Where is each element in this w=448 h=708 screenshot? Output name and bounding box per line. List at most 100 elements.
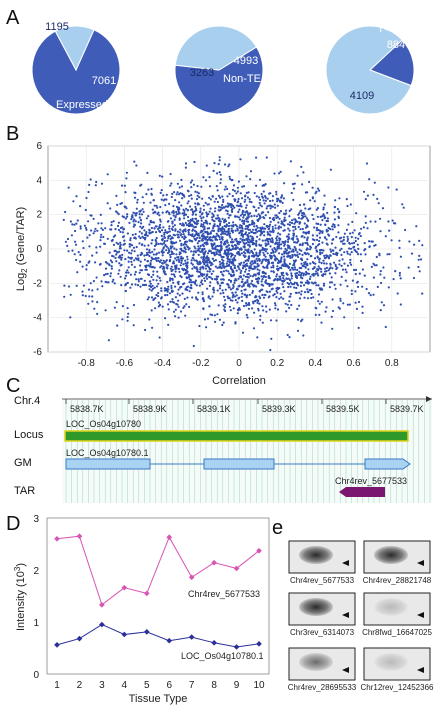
scatter-point [182,268,185,272]
scatter-point [274,248,277,251]
scatter-point [228,249,231,252]
scatter-point [141,283,145,287]
scatter-point [87,302,90,305]
scatter-point [198,284,201,287]
scatter-point [104,273,107,276]
scatter-point [324,236,327,239]
scatter-point [73,223,76,226]
scatter-point [237,204,240,208]
gel-arrow-icon [417,612,424,618]
scatter-point [166,251,170,255]
scatter-point [212,215,215,218]
scatter-point [249,212,252,215]
scatter-point [316,234,319,237]
scatter-point [283,279,286,282]
scatter-point [194,205,197,209]
scatter-point [318,232,321,235]
scatter-point [265,156,268,159]
scatter-point [289,247,292,250]
scatter-point [262,251,265,254]
scatter-point [293,253,296,256]
scatter-point [289,285,292,288]
scatter-point [175,248,178,251]
tar-arrow [339,487,385,497]
scatter-point [160,289,163,292]
scatter-point [67,250,70,253]
scatter-point [224,205,227,208]
scatter-point [82,246,85,250]
pie-1-slice-1 [31,29,121,115]
scatter-point [169,245,172,248]
scatter-point [128,251,131,254]
scatter-point [328,286,331,289]
scatter-point [190,287,193,290]
scatter-point [190,259,193,262]
scatter-point [155,293,158,297]
scatter-point [119,264,122,267]
scatter-point [178,253,181,256]
scatter-point [263,227,266,230]
scatter-point [146,171,149,174]
scatter-point [284,247,287,250]
scatter-point [346,264,349,267]
scatter-point [69,220,72,223]
scatter-point [292,264,295,267]
scatter-point [219,227,222,230]
scatter-point [223,242,226,245]
scatter-point [304,215,307,218]
scatter-point [129,273,132,276]
scatter-point [69,316,72,319]
scatter-point [287,227,290,230]
scatter-point [202,204,205,207]
scatter-point [239,192,242,195]
scatter-point [269,283,272,286]
scatter-point [239,237,242,240]
scatter-point [373,244,376,247]
scatter-point [234,291,237,294]
scatter-point [165,263,168,266]
scatter-point [101,228,104,231]
scatter-point [160,229,164,232]
scatter-point [275,216,278,219]
scatter-point [152,278,155,281]
scatter-point [242,264,245,267]
scatter-point [129,239,132,242]
scatter-point [350,235,353,239]
scatter-point [346,239,349,243]
scatter-point [309,255,312,258]
scatter-point [244,270,247,273]
scatter-point [255,215,259,218]
scatter-point [256,226,259,229]
scatter-point [177,256,180,259]
scatter-point [356,281,359,284]
scatter-point [94,227,97,230]
scatter-point [257,206,260,210]
scatter-point [293,245,296,249]
scatter-point [399,303,402,306]
scatter-point [244,231,248,234]
scatter-point [240,261,243,264]
scatter-point [155,231,158,234]
scatter-point [237,277,240,280]
scatter-point [218,253,221,256]
scatter-point [316,272,319,275]
scatter-point [184,259,187,262]
scatter-point [219,206,223,209]
scatter-point [205,326,208,329]
scatter-point [170,195,173,199]
scatter-point [186,285,189,288]
scatter-point [248,285,251,288]
scatter-point [204,231,207,234]
scatter-point [349,258,352,261]
scatter-point [355,212,358,215]
scatter-point [320,300,323,303]
scatter-point [168,227,171,230]
scatter-point [322,259,325,262]
scatter-point [277,221,280,224]
scatter-point [332,249,335,252]
scatter-point [145,193,148,196]
scatter-point [191,229,194,232]
scatter-point [276,197,279,200]
scatter-point [104,267,108,270]
scatter-point [115,253,118,256]
